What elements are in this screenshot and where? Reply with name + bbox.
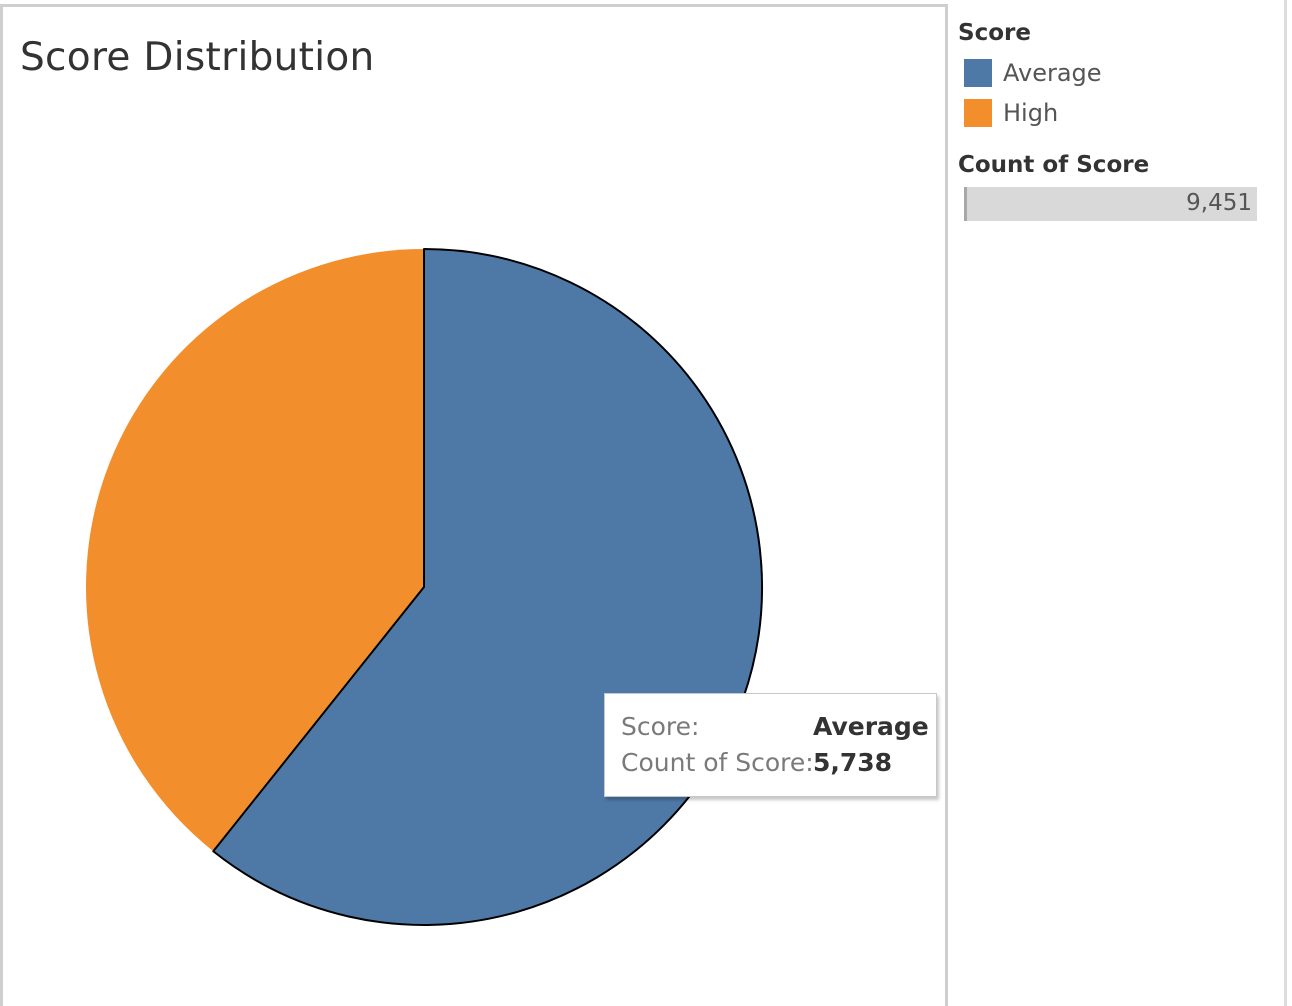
legend-swatch: [964, 99, 992, 127]
pie-chart: [86, 248, 764, 926]
panel-divider: [1284, 0, 1287, 1006]
size-legend-value: 9,451: [1186, 190, 1252, 216]
tooltip-value: Average: [813, 712, 929, 741]
tooltip-row-score: Score: Average: [621, 712, 929, 741]
tooltip-row-count: Count of Score: 5,738: [621, 748, 892, 777]
chart-title: Score Distribution: [20, 35, 375, 80]
tooltip-key: Count of Score:: [621, 748, 814, 777]
size-legend-title: Count of Score: [958, 152, 1150, 178]
pie-slice-high[interactable]: [86, 249, 425, 852]
tooltip-key: Score:: [621, 712, 700, 741]
legend-title: Score: [958, 20, 1031, 46]
tooltip: Score: Average Count of Score: 5,738: [604, 693, 937, 797]
legend-swatch: [964, 59, 992, 87]
legend-label: Average: [1003, 59, 1102, 87]
tooltip-value: 5,738: [813, 748, 893, 777]
legend-label: High: [1003, 99, 1059, 127]
size-legend-bar: 9,451: [964, 187, 1257, 221]
